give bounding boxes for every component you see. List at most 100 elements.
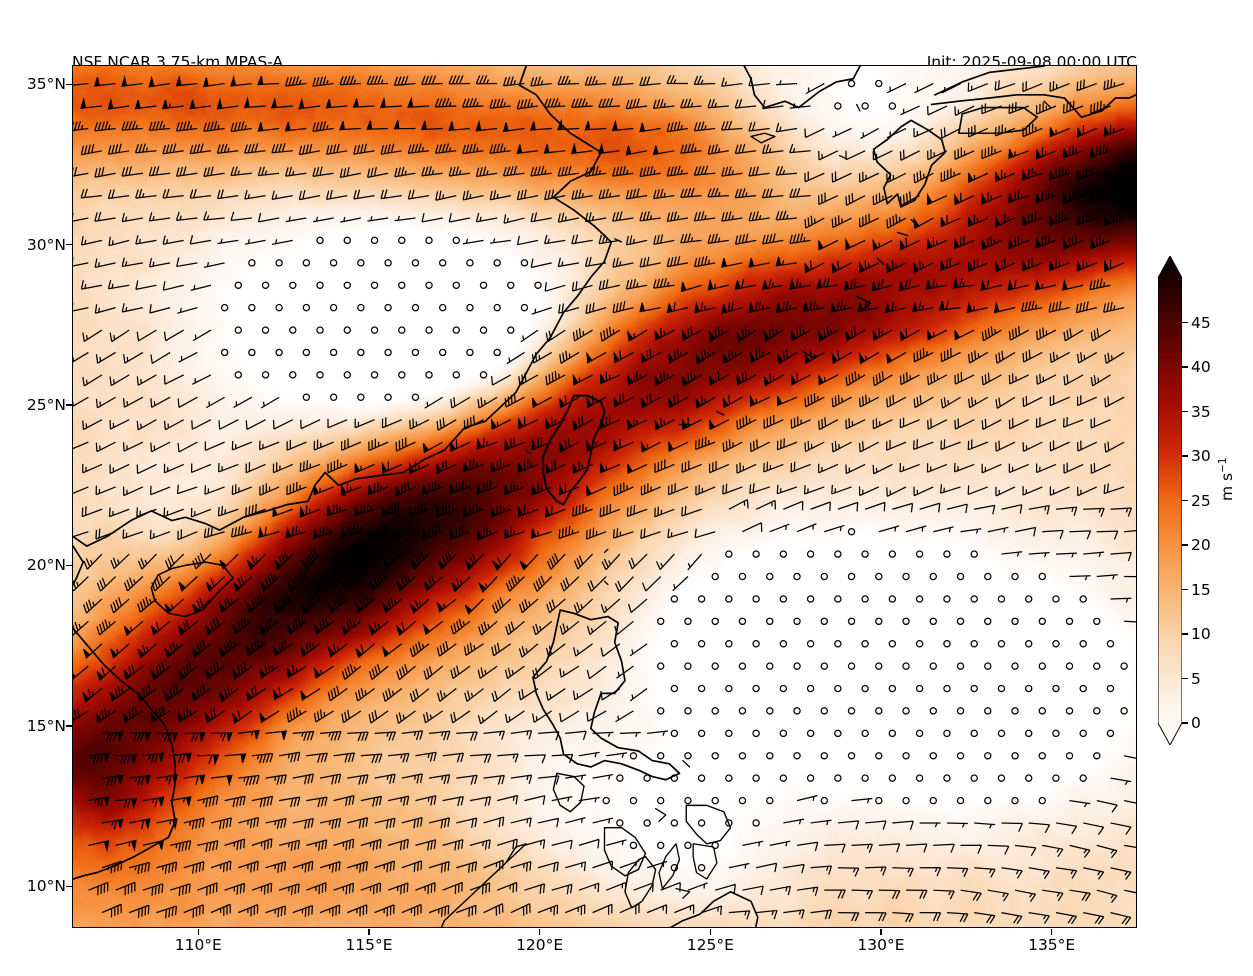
wind-barb	[1035, 147, 1057, 160]
wind-barb	[463, 642, 484, 656]
wind-barb	[393, 120, 416, 130]
wind-barb	[463, 502, 484, 518]
wind-barb	[524, 754, 546, 764]
wind-barb	[600, 326, 621, 342]
wind-barb	[96, 619, 117, 636]
wind-barb	[164, 598, 185, 614]
y-tick-label-10: 10°N	[26, 877, 66, 896]
wind-barb	[752, 595, 760, 603]
leyte-island	[692, 843, 718, 880]
wind-barb	[80, 188, 103, 199]
colorbar-body	[1158, 256, 1182, 745]
wind-barb	[834, 102, 842, 110]
wind-barb	[333, 838, 355, 851]
wind-barb	[810, 909, 833, 920]
wind-barb	[136, 684, 157, 702]
wind-barb	[834, 640, 842, 648]
wind-barb	[766, 617, 774, 626]
wind-barb	[497, 753, 519, 763]
wind-barb	[899, 417, 920, 429]
wind-barb	[1038, 796, 1046, 805]
wind-barb	[438, 303, 447, 312]
wind-barb	[585, 302, 607, 315]
wind-barb	[422, 620, 444, 636]
wind-barb	[1001, 867, 1023, 879]
wind-barb	[670, 774, 679, 782]
wind-barb	[1065, 752, 1074, 760]
wind-barb	[1096, 844, 1118, 859]
wind-barb	[224, 882, 246, 895]
wind-barb	[738, 796, 747, 805]
wind-barb	[565, 774, 587, 780]
wind-barb	[462, 238, 484, 245]
wind-barb	[995, 396, 1016, 409]
wind-barb	[653, 277, 675, 289]
wind-barb	[218, 639, 239, 658]
wind-barb	[806, 550, 815, 558]
wind-barb	[946, 867, 969, 878]
wind-barb	[1069, 799, 1091, 808]
wind-barb	[736, 327, 757, 343]
wind-barb	[137, 553, 157, 570]
wind-barb	[793, 572, 801, 581]
wind-barb	[1048, 300, 1070, 313]
wind-barb	[374, 860, 396, 873]
wind-barb	[518, 598, 539, 614]
wind-barb	[401, 860, 423, 873]
wind-barb	[151, 575, 171, 592]
wind-barb	[783, 500, 804, 511]
wind-barb	[929, 796, 937, 805]
wind-barb	[960, 528, 982, 534]
wind-barb	[312, 76, 334, 87]
wind-barb	[820, 662, 829, 670]
island-penghu	[525, 449, 531, 454]
wind-barb	[197, 840, 219, 853]
wind-barb	[886, 351, 907, 364]
wind-barb	[544, 282, 566, 292]
wind-barb	[902, 662, 910, 670]
wind-barb	[818, 374, 839, 386]
colorbar-tick-label-15: 15	[1191, 580, 1211, 599]
wind-barb	[452, 281, 460, 290]
wind-barb	[490, 417, 512, 431]
wind-barb	[107, 279, 130, 290]
wind-barb	[667, 483, 689, 496]
wind-barb	[491, 688, 512, 703]
colorbar-tick-label-0: 0	[1191, 714, 1201, 732]
wind-barb	[128, 904, 150, 918]
colorbar[interactable]	[1158, 256, 1182, 745]
wind-barb	[109, 374, 130, 387]
wind-barb	[1024, 684, 1033, 693]
wind-barb	[1110, 597, 1132, 603]
wind-barb	[136, 507, 157, 518]
map-plot-area[interactable]	[72, 65, 1137, 928]
wind-barb	[1123, 755, 1136, 759]
wind-barb	[888, 640, 897, 648]
wind-barb	[837, 867, 860, 877]
y-tick-mark-20	[66, 564, 72, 567]
wind-barb	[340, 523, 362, 539]
wind-barb	[302, 348, 311, 357]
wind-barb	[244, 190, 266, 200]
wind-barb	[170, 796, 192, 806]
wind-barb	[1103, 78, 1125, 91]
wind-barb	[619, 860, 640, 869]
wind-barb	[148, 212, 171, 222]
wind-barb	[560, 576, 580, 592]
wind-barb	[776, 484, 798, 495]
wind-barb	[837, 820, 860, 830]
wind-barb	[598, 234, 620, 245]
wind-barb	[135, 235, 157, 245]
wind-barb	[462, 190, 484, 201]
wind-barb	[177, 529, 198, 541]
wind-barb	[1042, 529, 1064, 540]
wind-barb	[929, 572, 937, 581]
wind-barb	[872, 418, 893, 430]
wind-barb	[954, 147, 975, 160]
wind-barb	[752, 640, 760, 648]
wind-barb	[629, 796, 638, 805]
wind-barb	[804, 350, 825, 365]
wind-barb	[162, 281, 184, 291]
wind-barb	[845, 193, 866, 206]
wind-barb	[192, 552, 212, 570]
